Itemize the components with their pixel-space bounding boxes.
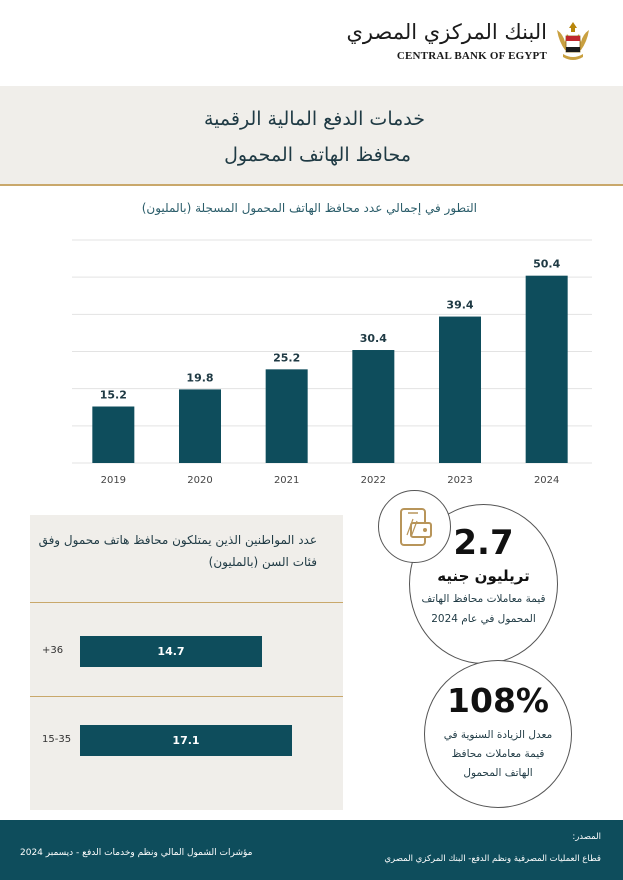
footer-source-label: المصدر: [572,832,601,842]
chart-data-label: 39.4 [446,299,473,312]
age-group-label: +36 [42,645,64,656]
chart-tick-label: 2019 [101,475,126,486]
age-divider [30,602,343,603]
logo-english-text: CENTRAL BANK OF EGYPT [396,50,547,62]
chart-data-label: 19.8 [186,371,213,384]
logo-arabic-text: البنك المركزي المصري [346,20,547,44]
chart-title: التطور في إجمالي عدد محافظ الهاتف المحمو… [141,201,477,215]
age-group-label: 15-35 [42,734,72,745]
chart-data-label: 15.2 [100,389,127,402]
title-divider [0,184,623,186]
wallet-icon-circle [378,490,451,563]
chart-data-label: 50.4 [533,258,560,271]
chart-bar [92,406,135,463]
chart-tick-label: 2023 [447,475,472,486]
age-groups-title: عدد المواطنين الذين يمتلكون محافظ هاتف م… [38,533,317,569]
wallets-bar-chart: 15.2 2019 19.8 2020 25.2 2021 30.4 2022 39.4 2023… [72,235,592,490]
chart-data-label: 30.4 [360,332,387,345]
chart-bar [179,389,221,463]
transactions-desc: المحمول في عام 2024 [431,613,536,625]
chart-tick-label: 2022 [361,475,386,486]
chart-bar [265,369,308,463]
chart-svg: 15.2 2019 19.8 2020 25.2 2021 30.4 2022 39.4 2023… [72,239,592,486]
footer: مؤشرات الشمول المالي ونظم وخدمات الدفع -… [0,820,623,880]
growth-desc: قيمة معاملات محافظ [451,748,545,760]
chart-bar [439,316,481,463]
header: البنك المركزي المصري CENTRAL BANK OF EGY… [0,0,623,86]
chart-bar [525,275,568,463]
chart-tick-label: 2021 [274,475,299,486]
page-subtitle: محافظ الهاتف المحمول [224,144,411,166]
title-band: خدمات الدفع المالية الرقمية محافظ الهاتف… [0,86,623,184]
eagle-emblem-icon [557,22,589,60]
transactions-desc: قيمة معاملات محافظ الهاتف [421,593,546,605]
growth-desc: الهاتف المحمول [463,767,533,779]
growth-value: 108% [447,681,549,720]
chart-tick-label: 2020 [187,475,212,486]
growth-rate-circle: 108% معدل الزيادة السنوية في قيمة معاملا… [424,660,572,808]
chart-tick-label: 2024 [534,475,559,486]
chart-data-label: 25.2 [273,351,300,364]
growth-desc: معدل الزيادة السنوية في [443,729,553,741]
chart-bar [352,350,395,463]
age-group-bar: 14.7 [80,636,262,667]
age-group-bar: 17.1 [80,725,292,756]
cbe-logo: البنك المركزي المصري CENTRAL BANK OF EGY… [346,18,595,70]
transactions-value: 2.7 [453,523,514,563]
mobile-wallet-icon [399,507,432,546]
age-groups-panel: عدد المواطنين الذين يمتلكون محافظ هاتف م… [30,515,343,810]
age-divider [30,696,343,697]
page-title: خدمات الدفع المالية الرقمية [203,108,425,130]
footer-report-title: مؤشرات الشمول المالي ونظم وخدمات الدفع -… [20,848,253,858]
footer-source-text: قطاع العمليات المصرفية ونظم الدفع- البنك… [384,854,601,864]
transactions-unit: تريليون جنيه [437,567,530,585]
